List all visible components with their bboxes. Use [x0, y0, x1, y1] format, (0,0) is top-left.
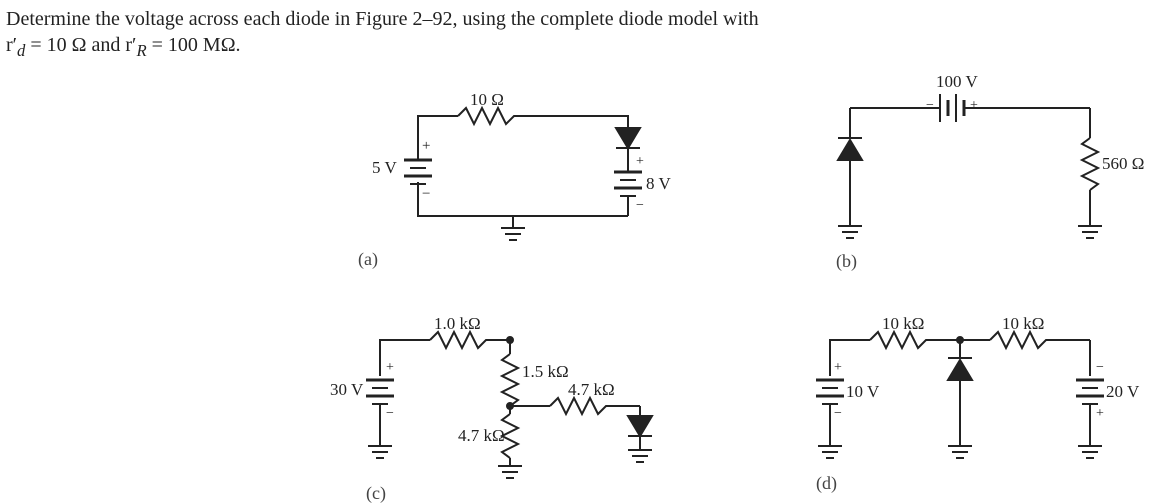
- cc-r3-label: 4.7 kΩ: [568, 380, 615, 400]
- ca-plus: +: [422, 138, 430, 155]
- problem-line2: r′d = 10 Ω and r′R = 100 MΩ.: [6, 32, 759, 62]
- circuit-a: 5 V + − 10 Ω 8 V + − (a): [358, 86, 698, 266]
- cc-r4-label: 4.7 kΩ: [458, 426, 505, 446]
- cd-left-plus: +: [834, 360, 842, 376]
- circuits-area: 5 V + − 10 Ω 8 V + − (a): [0, 86, 1173, 502]
- circuit-d-svg: [790, 310, 1150, 490]
- ca-minus: −: [422, 186, 430, 203]
- page: Determine the voltage across each diode …: [0, 0, 1173, 502]
- ca-source-label: 5 V: [372, 158, 397, 178]
- ca-v2-plus: +: [636, 154, 644, 170]
- problem-line1: Determine the voltage across each diode …: [6, 8, 759, 30]
- cc-r1-label: 1.0 kΩ: [434, 314, 481, 334]
- circuit-b: 100 V − + 560 Ω (b): [790, 68, 1140, 268]
- ca-r-label: 10 Ω: [470, 90, 504, 110]
- ca-v2-label: 8 V: [646, 174, 671, 194]
- ca-caption: (a): [358, 249, 378, 270]
- cd-caption: (d): [816, 473, 837, 494]
- cc-r2-label: 1.5 kΩ: [522, 362, 569, 382]
- cd-r2-label: 10 kΩ: [1002, 314, 1044, 334]
- circuit-c-svg: [330, 310, 730, 500]
- cd-r1-label: 10 kΩ: [882, 314, 924, 334]
- circuit-d: 10 V + − 20 V − + 10 kΩ 10 kΩ (d): [790, 310, 1150, 490]
- circuit-c: 30 V + − 1.0 kΩ 1.5 kΩ 4.7 kΩ 4.7 kΩ (c): [330, 310, 730, 500]
- cd-src-left-label: 10 V: [846, 382, 879, 402]
- cb-source-label: 100 V: [936, 72, 978, 92]
- ca-v2-minus: −: [636, 198, 644, 214]
- cc-src-minus: −: [386, 406, 394, 422]
- cb-r-label: 560 Ω: [1102, 154, 1144, 174]
- cd-right-plus: +: [1096, 406, 1104, 422]
- cd-src-right-label: 20 V: [1106, 382, 1139, 402]
- cd-left-minus: −: [834, 406, 842, 422]
- cc-source-label: 30 V: [330, 380, 363, 400]
- cd-right-minus: −: [1096, 360, 1104, 376]
- cc-src-plus: +: [386, 360, 394, 376]
- cb-src-minus: −: [926, 98, 934, 114]
- circuit-b-svg: [790, 68, 1140, 268]
- cb-src-plus: +: [970, 98, 978, 114]
- problem-statement: Determine the voltage across each diode …: [6, 6, 759, 62]
- cc-caption: (c): [366, 483, 386, 504]
- cb-caption: (b): [836, 251, 857, 272]
